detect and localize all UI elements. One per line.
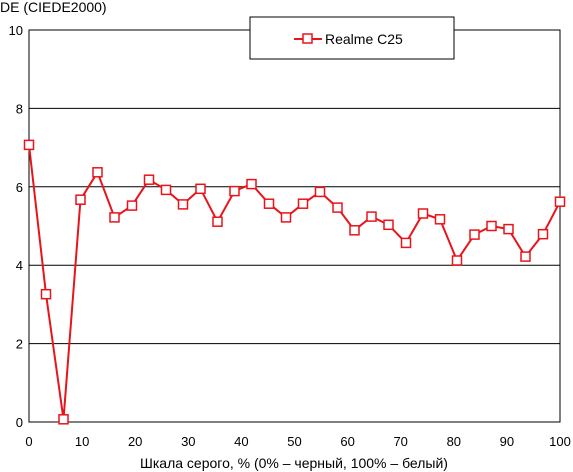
data-point (554, 196, 566, 207)
data-point (143, 174, 155, 185)
data-point (280, 212, 292, 223)
x-tick-label: 0 (25, 434, 32, 449)
data-point (40, 288, 52, 300)
y-tick-labels: 0 2 4 6 8 10 (9, 23, 23, 430)
x-tick-label: 60 (340, 434, 354, 449)
gridlines (29, 107, 560, 345)
data-point (537, 228, 549, 240)
data-point (75, 194, 86, 205)
data-point (400, 237, 412, 249)
x-tick-label: 90 (500, 434, 514, 449)
data-point (126, 200, 138, 211)
y-tick-label: 0 (16, 415, 23, 430)
plot-area (28, 29, 561, 423)
legend-box (249, 16, 455, 60)
x-axis-title: Шкала серого, % (0% – черный, 100% – бел… (140, 455, 448, 471)
data-point (349, 225, 360, 236)
legend: Realme C25 (249, 16, 455, 60)
x-tick-label: 80 (447, 434, 461, 449)
series-layer (23, 139, 566, 425)
data-point (246, 178, 257, 190)
x-tick-label: 100 (549, 434, 571, 449)
y-tick-label: 4 (16, 258, 23, 273)
data-point (297, 198, 309, 209)
legend-marker (302, 33, 313, 44)
x-tick-label: 20 (128, 434, 142, 449)
data-point (58, 414, 69, 425)
data-point (195, 183, 206, 195)
data-point (486, 220, 497, 232)
data-point (451, 255, 463, 266)
y-tick-label: 8 (16, 101, 23, 116)
x-tick-label: 50 (287, 434, 301, 449)
data-point (383, 219, 394, 231)
data-point (417, 208, 429, 219)
x-tick-labels: 0 10 20 30 40 50 60 70 80 90 100 (25, 434, 570, 449)
data-point (177, 199, 189, 210)
data-point (229, 185, 240, 197)
data-point (109, 212, 120, 223)
data-point (314, 186, 326, 198)
data-point (366, 211, 377, 222)
data-point (92, 167, 103, 178)
data-point (212, 216, 223, 227)
x-tick-label: 10 (75, 434, 89, 449)
y-tick-label: 2 (16, 337, 23, 352)
x-tick-label: 30 (181, 434, 195, 449)
data-point (160, 184, 172, 196)
x-tick-label: 70 (393, 434, 407, 449)
data-point (332, 202, 343, 213)
data-point (469, 229, 480, 240)
legend-label: Realme C25 (325, 31, 403, 47)
x-tick-label: 40 (234, 434, 248, 449)
y-tick-label: 6 (16, 180, 23, 195)
data-point (503, 223, 514, 235)
data-point (434, 214, 446, 225)
data-point (23, 139, 35, 151)
series-line (28, 144, 561, 421)
y-axis-title: DE (CIEDE2000) (0, 0, 107, 15)
y-tick-label: 10 (9, 23, 23, 38)
data-point (520, 251, 531, 262)
data-point (263, 198, 275, 209)
